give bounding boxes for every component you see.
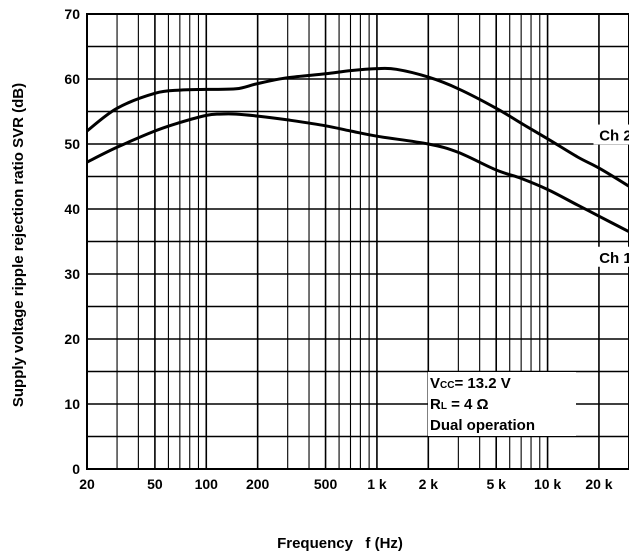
operation-mode: Dual operation xyxy=(430,417,535,434)
series-line-ch1 xyxy=(86,112,629,234)
y-axis-label: Supply voltage ripple rejection ratio SV… xyxy=(10,83,27,407)
tick-labels: 0 10 20 30 40 50 60 70 20 50 100 200 500 1 k 2 k 5 k 10 … xyxy=(64,6,612,492)
series-line-ch2 xyxy=(86,66,629,188)
vcc-value: = 13.2 V xyxy=(454,375,510,392)
annotation-ch2: Ch 2 xyxy=(599,128,629,145)
y-tick-label: 70 xyxy=(64,6,80,22)
x-tick-label: 50 xyxy=(147,476,163,492)
y-tick-label: 60 xyxy=(64,71,80,87)
annotation-background xyxy=(593,124,629,145)
y-tick-label: 10 xyxy=(64,396,80,412)
y-tick-label: 50 xyxy=(64,136,80,152)
x-tick-label: 500 xyxy=(314,476,338,492)
plot-border xyxy=(86,13,629,470)
y-tick-label: 40 xyxy=(64,201,80,217)
x-axis-label: Frequency f (Hz) xyxy=(277,535,403,552)
rl-symbol: R xyxy=(430,396,441,413)
rl-condition: RL = 4 Ω xyxy=(430,396,489,413)
annotations: Ch 2 Ch 1 xyxy=(593,124,629,267)
x-tick-label: 20 xyxy=(79,476,95,492)
x-tick-label: 10 k xyxy=(534,476,561,492)
rl-value: = 4 Ω xyxy=(447,396,489,413)
y-tick-label: 30 xyxy=(64,266,80,282)
annotation-ch1: Ch 1 xyxy=(599,250,629,267)
x-tick-label: 1 k xyxy=(367,476,387,492)
x-tick-label: 200 xyxy=(246,476,270,492)
vcc-subscript: CC xyxy=(440,380,454,391)
x-tick-label: 20 k xyxy=(585,476,612,492)
y-tick-label: 0 xyxy=(72,461,80,477)
conditions-background xyxy=(428,372,576,436)
rl-subscript: L xyxy=(441,401,447,412)
annotation-background xyxy=(593,246,629,267)
x-tick-label: 100 xyxy=(195,476,219,492)
series-layer xyxy=(86,66,629,234)
x-tick-label: 5 k xyxy=(486,476,506,492)
x-tick-label: 2 k xyxy=(419,476,439,492)
y-tick-label: 20 xyxy=(64,331,80,347)
vcc-condition: VCC= 13.2 V xyxy=(430,375,511,392)
vcc-symbol: V xyxy=(430,375,440,392)
test-conditions: VCC= 13.2 V RL = 4 Ω Dual operation xyxy=(428,372,576,436)
